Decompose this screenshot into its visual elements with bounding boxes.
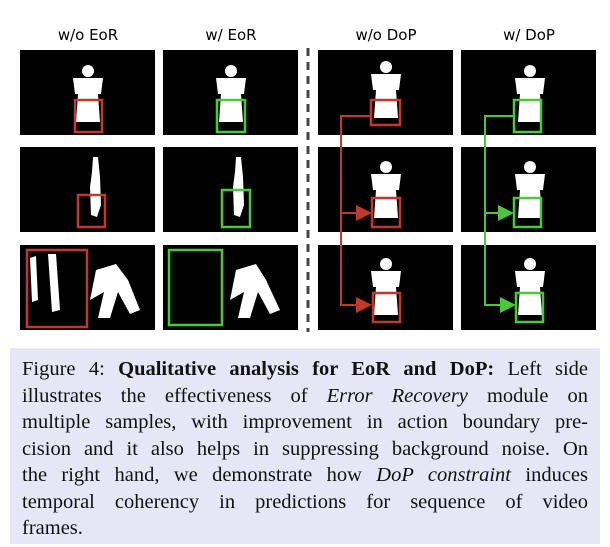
- caption-text: cision and it also helps in suppressing …: [22, 437, 588, 460]
- caption-text: illustrates the effectiveness of: [22, 384, 327, 407]
- column-headers: w/o EoR w/ EoR w/o DoP w/ DoP: [58, 26, 555, 44]
- caption-text: module on: [467, 384, 588, 407]
- arrows: [340, 115, 516, 313]
- caption-text: DoP constraint: [376, 464, 512, 486]
- figure: w/o EoR w/ EoR w/o DoP w/ DoP: [20, 26, 596, 332]
- caption-line: cision and it also helps in suppressing …: [22, 436, 588, 463]
- column-header: w/o DoP: [355, 26, 416, 44]
- caption-line: the right hand, we demonstrate how DoP c…: [22, 462, 588, 489]
- caption-text: frames.: [22, 517, 83, 539]
- silhouettes: [30, 61, 545, 318]
- boxes: [25, 98, 545, 329]
- column-header: w/o EoR: [58, 26, 118, 44]
- caption-text: Left side: [494, 358, 589, 380]
- caption-line: temporal coherency in predictions for se…: [22, 489, 588, 516]
- caption-line: multiple samples, with improvement in ac…: [22, 409, 588, 436]
- column-header: w/ EoR: [205, 26, 256, 44]
- caption-text: Figure 4:: [22, 358, 119, 380]
- caption-line: illustrates the effectiveness of Error R…: [22, 383, 588, 410]
- caption-text: induces: [511, 464, 588, 486]
- caption-line: Figure 4: Qualitative analysis for EoR a…: [22, 356, 588, 383]
- caption-text: Error Recovery: [326, 384, 468, 407]
- caption: Figure 4: Qualitative analysis for EoR a…: [10, 348, 600, 544]
- caption-line: frames.: [22, 515, 588, 542]
- caption-text: the right hand, we demonstrate how: [22, 464, 377, 486]
- caption-text: temporal coherency in predictions for se…: [22, 490, 588, 513]
- caption-text: multiple samples, with improvement in ac…: [22, 411, 588, 433]
- column-header: w/ DoP: [503, 26, 555, 44]
- caption-text: Qualitative analysis for EoR and DoP:: [118, 358, 495, 380]
